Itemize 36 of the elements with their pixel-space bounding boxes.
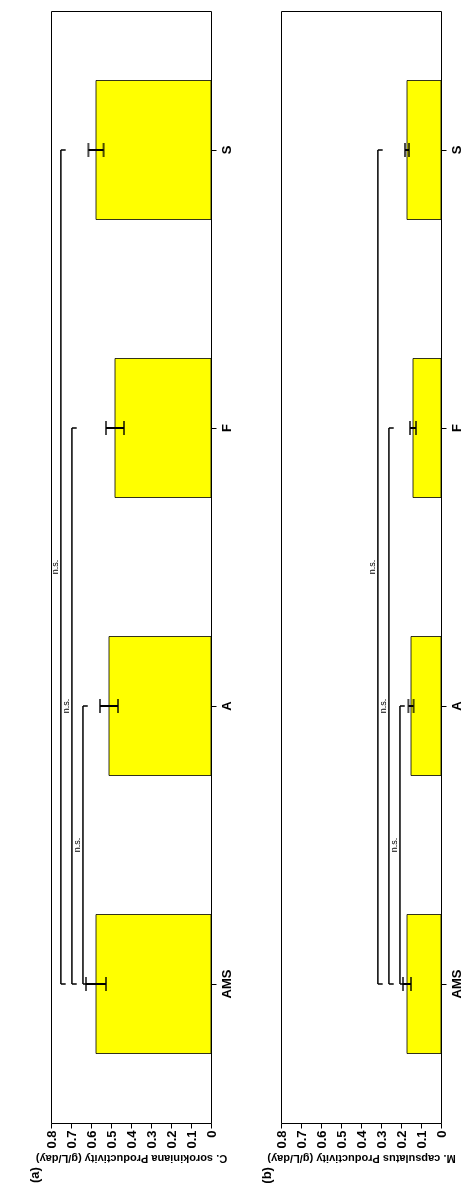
x-tick-label: 0.8	[43, 1130, 59, 1149]
annotation: n.s.	[49, 559, 60, 575]
y-tick-label: F	[448, 423, 464, 432]
y-tick-label: A	[448, 700, 464, 711]
x-tick-label: 0.8	[273, 1130, 289, 1149]
x-tick-label: 0.3	[143, 1130, 159, 1149]
x-axis-title: M. capsulatus Productivity (g/L/day)	[267, 1152, 456, 1165]
x-tick-label: 0.5	[333, 1130, 349, 1149]
x-tick-label: 0	[433, 1130, 449, 1138]
x-tick-label: 0.2	[393, 1130, 409, 1149]
x-tick-label: 0.1	[413, 1130, 429, 1149]
text: (b)	[258, 1167, 274, 1184]
x-axis-title: C. sorokiniana Productivity (g/L/day)	[35, 1152, 228, 1165]
x-tick-label: 0	[203, 1130, 219, 1138]
x-tick-label: 0.2	[163, 1130, 179, 1149]
x-tick-label: 0.4	[353, 1129, 369, 1149]
x-tick-label: 0.7	[293, 1130, 309, 1149]
y-tick-label: A	[218, 700, 234, 711]
y-tick-label: S	[218, 145, 234, 155]
text: (a)	[27, 1167, 43, 1183]
y-tick-label: AMS	[448, 969, 464, 999]
y-tick-label: F	[218, 423, 234, 432]
annotation: n.s.	[388, 837, 399, 853]
x-tick-label: 0.7	[63, 1130, 79, 1149]
y-tick-label: S	[448, 145, 464, 155]
annotation: n.s.	[366, 559, 377, 575]
x-tick-label: 0.3	[373, 1130, 389, 1149]
annotation: n.s.	[71, 837, 82, 853]
x-tick-label: 0.6	[313, 1130, 329, 1149]
annotation: n.s.	[377, 698, 388, 714]
x-tick-label: 0.5	[103, 1130, 119, 1149]
x-tick-label: 0.6	[83, 1130, 99, 1149]
x-tick-label: 0.1	[183, 1130, 199, 1149]
x-tick-label: 0.4	[123, 1129, 139, 1149]
annotation: n.s.	[60, 698, 71, 714]
y-tick-label: AMS	[218, 969, 234, 999]
